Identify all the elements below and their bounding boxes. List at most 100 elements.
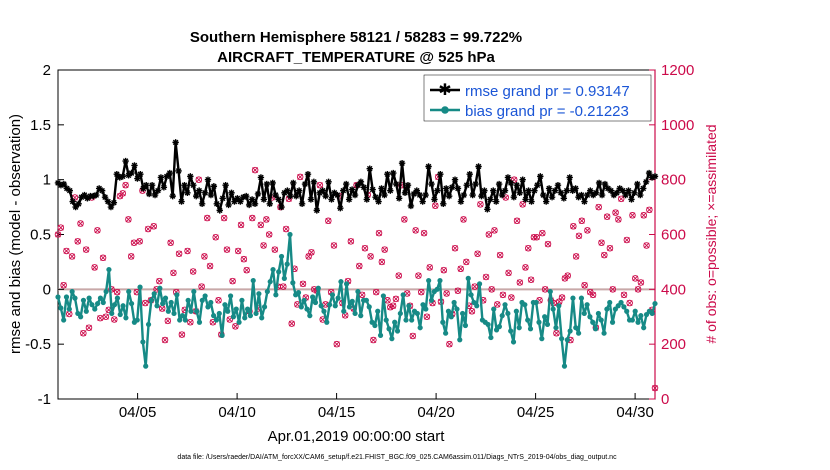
bias-point <box>97 295 104 301</box>
obs-point <box>119 190 127 197</box>
rmse-point <box>542 198 550 205</box>
rmse-point <box>501 187 509 194</box>
rmse-point <box>442 185 450 192</box>
obs-point <box>102 313 110 321</box>
rmse-point <box>469 191 476 199</box>
rmse-point <box>498 191 506 199</box>
bias-point <box>213 317 220 323</box>
obs-point <box>637 279 645 286</box>
rmse-point <box>84 195 91 202</box>
rmse-point <box>390 169 397 177</box>
bias-point <box>553 325 559 331</box>
obs-point <box>237 221 245 229</box>
obs-point <box>60 281 67 289</box>
obs-point <box>260 242 267 249</box>
obs-point <box>634 286 642 293</box>
chart-subtitle: AIRCRAFT_TEMPERATURE @ 525 hPa <box>217 49 495 66</box>
bias-point <box>287 231 293 238</box>
obs-point <box>372 288 380 296</box>
obs-point <box>505 269 512 277</box>
rmse-point <box>148 181 156 189</box>
bias-point <box>140 339 146 345</box>
obs-point <box>288 320 295 327</box>
obs-point <box>603 213 611 220</box>
bias-point <box>321 308 327 314</box>
bias-point <box>476 281 483 287</box>
obs-point <box>451 244 459 252</box>
rmse-point <box>113 170 121 178</box>
rmse-point <box>95 185 103 192</box>
bias-point <box>233 306 239 312</box>
bias-point <box>423 306 429 312</box>
bias-point <box>392 319 398 325</box>
bias-point <box>128 300 135 307</box>
bias-point <box>358 313 364 319</box>
obs-point <box>440 266 448 274</box>
bias-point <box>355 288 361 295</box>
obs-point <box>54 231 62 238</box>
legend-rmse-label: rmse grand pr = 0.93147 <box>465 83 630 100</box>
bias-point <box>117 311 123 318</box>
rmse-point <box>545 185 553 192</box>
rmse-point <box>201 189 209 197</box>
bias-point <box>598 317 604 323</box>
bias-point <box>109 310 115 317</box>
bias-point <box>420 302 426 308</box>
bias-point <box>151 291 157 297</box>
bias-point <box>278 253 285 260</box>
bias-point <box>219 332 225 338</box>
rmse-point <box>360 184 368 191</box>
rmse-point <box>325 178 332 186</box>
rmse-point <box>228 189 235 197</box>
rmse-point <box>181 181 188 189</box>
rmse-point <box>195 187 203 194</box>
bias-point <box>559 336 565 342</box>
bias-point <box>590 319 596 325</box>
bias-point <box>276 269 282 275</box>
bias-point <box>607 299 613 306</box>
rmse-point <box>460 191 468 199</box>
bias-point <box>641 325 647 331</box>
bias-point <box>474 303 480 309</box>
rmse-point <box>313 207 320 214</box>
bias-point <box>394 328 401 334</box>
obs-point <box>325 217 332 225</box>
bias-point <box>261 304 268 310</box>
bias-point <box>383 317 389 323</box>
rmse-point <box>231 198 238 205</box>
obs-point <box>651 384 659 392</box>
rmse-point <box>525 187 532 194</box>
obs-point <box>240 255 248 263</box>
rmse-point <box>584 191 591 199</box>
bias-point <box>290 280 296 286</box>
rmse-point <box>134 175 141 182</box>
rmse-point <box>592 189 600 197</box>
obs-point <box>575 232 583 240</box>
x-tick-label: 04/20 <box>417 404 455 421</box>
obs-point <box>206 262 214 270</box>
legend-bias-marker <box>441 106 449 114</box>
obs-point <box>460 216 467 223</box>
obs-point <box>375 229 383 237</box>
obs-point <box>223 246 231 253</box>
obs-point <box>527 276 535 283</box>
bias-point <box>547 288 553 295</box>
rmse-point <box>81 191 88 199</box>
rmse-point <box>622 191 629 199</box>
y-tick-label: 1.5 <box>30 117 51 134</box>
rmse-point <box>510 194 518 201</box>
bias-point <box>539 336 545 342</box>
rmse-point <box>301 180 309 188</box>
bias-point <box>561 363 568 369</box>
bias-point <box>273 292 279 298</box>
rmse-point <box>531 187 538 194</box>
bias-point <box>573 325 579 331</box>
obs-point <box>232 323 239 330</box>
bias-point <box>177 317 183 323</box>
obs-point <box>409 332 417 340</box>
rmse-point <box>60 180 68 188</box>
rmse-point <box>334 191 341 199</box>
bias-point <box>165 308 171 314</box>
bias-point <box>525 317 531 323</box>
rmse-point <box>190 181 197 189</box>
